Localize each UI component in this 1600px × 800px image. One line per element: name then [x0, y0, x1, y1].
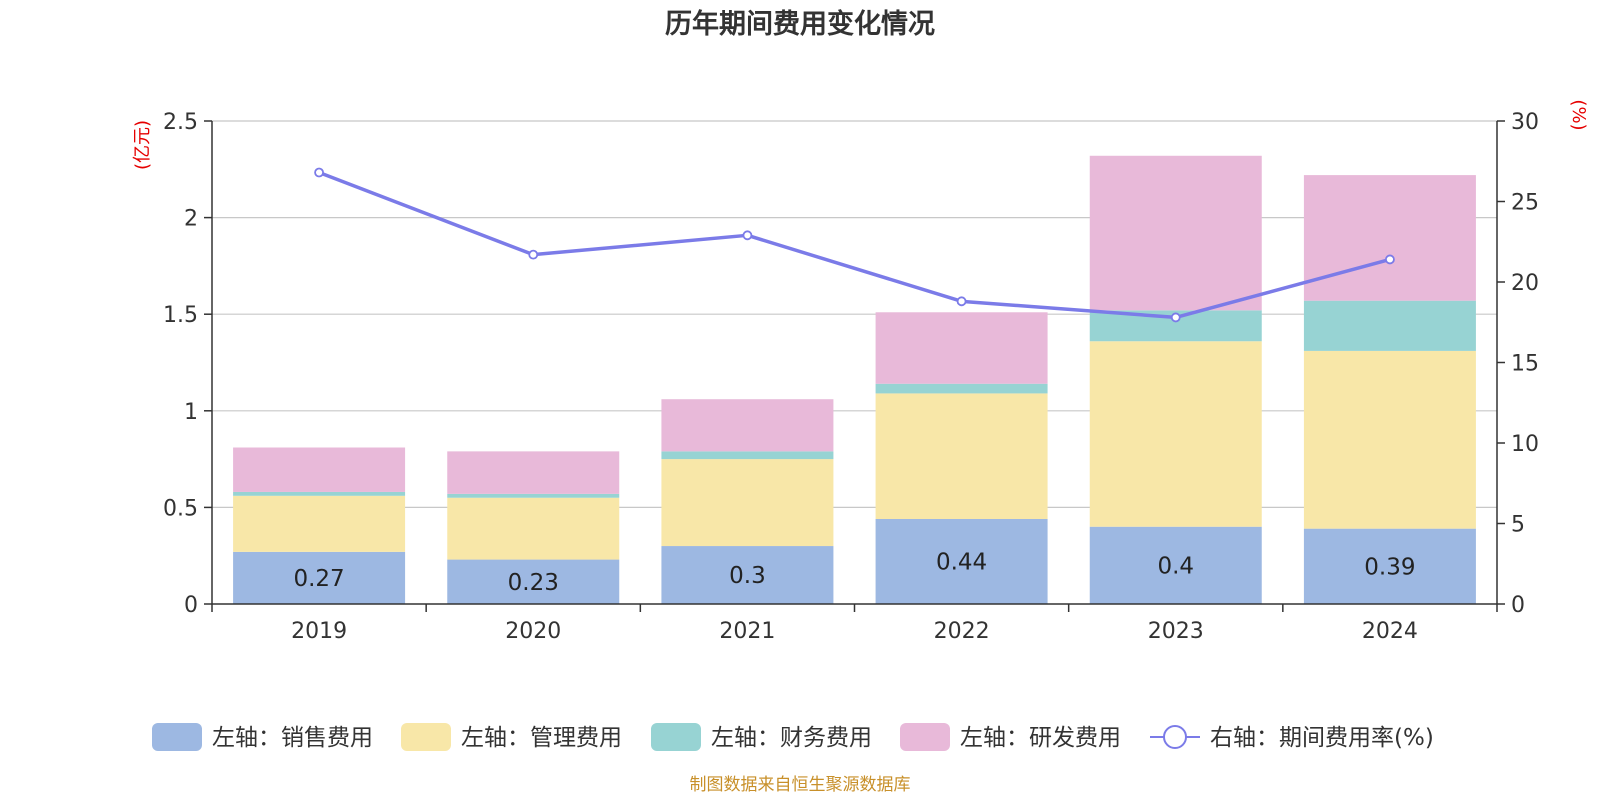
- legend-label: 左轴：销售费用: [212, 725, 373, 751]
- bar-segment: [1303, 350, 1476, 529]
- bar-segment: [1303, 528, 1476, 604]
- legend-label: 左轴：研发费用: [960, 725, 1121, 751]
- left-axis-unit: (亿元): [132, 120, 153, 170]
- right-tick-label: 25: [1511, 191, 1539, 216]
- right-tick-label: 15: [1511, 352, 1539, 377]
- bar-segment: [1089, 526, 1262, 604]
- bar-data-label: 0.4: [1157, 553, 1194, 579]
- rate-point: [314, 167, 324, 178]
- bar-segment: [447, 493, 620, 498]
- legend-label: 右轴：期间费用率(%): [1210, 725, 1434, 751]
- bar-data-label: 0.39: [1364, 554, 1415, 580]
- legend-label: 左轴：财务费用: [711, 725, 872, 751]
- legend-label: 左轴：管理费用: [461, 725, 622, 751]
- rate-point: [742, 230, 753, 241]
- legend-swatch: [401, 723, 451, 751]
- bar-data-label: 0.44: [936, 549, 987, 575]
- bar-data-label: 0.27: [293, 566, 344, 592]
- rate-point: [528, 249, 539, 260]
- right-tick-label: 0: [1511, 593, 1525, 618]
- bar-segment: [661, 451, 834, 460]
- bar-segment: [1089, 155, 1262, 311]
- bar-segment: [1303, 300, 1476, 351]
- left-tick-label: 1: [184, 400, 198, 425]
- legend-line-marker: [1163, 725, 1187, 749]
- line-layer: [314, 167, 1395, 323]
- left-tick-label: 2: [184, 207, 198, 232]
- left-tick-label: 0.5: [163, 496, 198, 521]
- right-tick-label: 5: [1511, 513, 1525, 538]
- bar-segment: [875, 312, 1048, 384]
- bar-data-label: 0.3: [729, 563, 766, 589]
- right-axis-unit: (%): [1568, 99, 1589, 130]
- source-note: 制图数据来自恒生聚源数据库: [690, 775, 911, 795]
- bar-data-label: 0.23: [508, 570, 559, 596]
- rate-line: [318, 170, 1391, 320]
- bar-segment: [1303, 175, 1476, 301]
- bar-segment: [233, 551, 406, 604]
- bar-segment: [447, 559, 620, 604]
- left-tick-label: 0: [184, 593, 198, 618]
- axes: 0 0.5 1 1.5 2 2.5 0 5 10 15 20 25 30 2019 2020 2021 2022…: [163, 110, 1539, 644]
- x-tick-label: 2023: [1148, 619, 1204, 644]
- x-tick-label: 2022: [934, 619, 990, 644]
- rate-point: [956, 296, 967, 307]
- rate-point: [1385, 254, 1395, 265]
- left-tick-label: 2.5: [163, 110, 198, 135]
- bar-segment: [875, 518, 1048, 604]
- right-tick-label: 10: [1511, 432, 1539, 457]
- bar-segment: [447, 451, 620, 494]
- right-tick-label: 30: [1511, 110, 1539, 135]
- bar-segment: [233, 495, 406, 552]
- bar-segment: [661, 546, 834, 604]
- legend: 左轴：销售费用 左轴：管理费用 左轴：财务费用 左轴：研发费用 右轴：期间费用率(%): [152, 723, 1434, 751]
- x-tick-label: 2021: [719, 619, 775, 644]
- left-tick-label: 1.5: [163, 303, 198, 328]
- bar-segment: [447, 497, 620, 560]
- x-tick-label: 2024: [1362, 619, 1418, 644]
- bars: [233, 155, 1476, 604]
- legend-swatch: [900, 723, 950, 751]
- legend-swatch: [651, 723, 701, 751]
- chart-title: 历年期间费用变化情况: [665, 8, 935, 40]
- bar-segment: [233, 447, 406, 492]
- bar-labels: 0.27 0.23 0.3 0.44 0.4 0.39: [293, 549, 1415, 595]
- bar-segment: [875, 393, 1048, 519]
- x-tick-label: 2019: [291, 619, 347, 644]
- bar-segment: [233, 491, 406, 496]
- rate-point: [1170, 312, 1181, 323]
- bar-segment: [1089, 341, 1262, 527]
- right-tick-label: 20: [1511, 271, 1539, 296]
- x-tick-label: 2020: [505, 619, 561, 644]
- bar-segment: [875, 383, 1048, 394]
- grid: [212, 120, 1497, 508]
- bar-segment: [661, 399, 834, 452]
- legend-swatch: [152, 723, 202, 751]
- bar-segment: [661, 459, 834, 547]
